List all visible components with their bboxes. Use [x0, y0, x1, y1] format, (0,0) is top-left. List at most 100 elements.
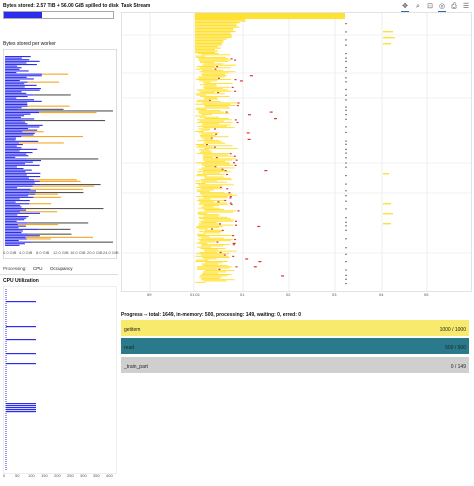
task-dot [345, 57, 347, 59]
worker-bar [5, 211, 20, 213]
task-bar [200, 163, 231, 165]
task-stream-chart[interactable] [121, 12, 472, 292]
task-dot [345, 31, 347, 33]
task-dot [345, 99, 347, 101]
worker-axis-tick: 20.0 GiB [87, 250, 103, 255]
worker-bar [5, 192, 30, 194]
worker-axis-tick: 8.0 GiB [36, 250, 50, 255]
transfer-mark [219, 186, 222, 189]
task-bar [200, 279, 235, 281]
worker-bar [5, 110, 40, 112]
worker-bar-extra [17, 224, 59, 226]
task-bar [203, 280, 227, 282]
task-bar [203, 142, 226, 144]
transfer-mark [210, 228, 213, 230]
tab-occupancy[interactable]: Occupancy [50, 266, 73, 271]
transfer-mark [216, 241, 219, 243]
task-bar [196, 66, 215, 67]
worker-bar [5, 164, 40, 166]
task-stream-axis: 59 01:01 01 02 03 04 05 [121, 292, 470, 300]
task-bar [195, 25, 237, 27]
task-bar [196, 175, 207, 177]
task-bar [200, 188, 223, 190]
worker-bar [5, 112, 40, 114]
task-bar [195, 52, 215, 54]
worker-bar [5, 139, 16, 141]
transfer-mark [231, 86, 234, 88]
task-bar [195, 144, 205, 145]
worker-bar [5, 140, 39, 142]
task-dot [345, 106, 347, 108]
transfer-mark [249, 75, 253, 77]
task-bar [201, 69, 224, 71]
cpu-utilization-chart[interactable] [3, 286, 117, 474]
task-bar [204, 258, 217, 260]
task-bar [195, 35, 232, 37]
task-bar [203, 154, 229, 156]
progress-row-getitem[interactable]: getitem 1000 / 1000 [121, 320, 469, 336]
worker-axis-tick: 4.0 GiB [19, 250, 33, 255]
task-bar [204, 176, 224, 178]
task-bar [196, 225, 223, 227]
worker-bar [5, 83, 25, 85]
task-bar [195, 115, 206, 117]
task-bar [195, 22, 240, 24]
bytes-per-worker-chart[interactable] [3, 49, 117, 259]
task-bar [198, 203, 229, 205]
worker-bar [5, 123, 28, 125]
transfer-mark [216, 66, 219, 68]
worker-bar [5, 222, 28, 224]
transfer-mark [229, 153, 232, 155]
zoom-icon[interactable]: ⌕ [416, 3, 420, 10]
transfer-mark [215, 157, 218, 159]
task-bar [203, 209, 224, 210]
pan-icon[interactable]: ✥ [401, 3, 409, 12]
worker-bar [5, 124, 43, 126]
task-bar [202, 164, 234, 166]
task-bar [195, 43, 222, 45]
task-bar [198, 53, 219, 54]
transfer-mark [258, 261, 262, 263]
task-dot [345, 190, 347, 192]
worker-bar [5, 84, 37, 86]
task-bar [197, 140, 220, 142]
reset-icon[interactable]: ⊡ [427, 3, 433, 10]
task-bar [195, 28, 234, 30]
task-bar [202, 170, 224, 171]
worker-bar-extra [33, 94, 71, 96]
worker-bar [5, 70, 29, 72]
transfer-mark [239, 80, 243, 82]
wheel-zoom-icon[interactable]: ◎ [438, 3, 446, 12]
transfer-mark [219, 251, 222, 254]
task-bar [197, 119, 232, 121]
transfer-mark [230, 203, 233, 205]
task-bar [196, 242, 208, 244]
task-bar [202, 72, 229, 74]
tab-cpu[interactable]: CPU [33, 266, 43, 271]
task-bar [203, 197, 228, 199]
cpu-bars-svg [5, 289, 36, 471]
progress-row-train-part[interactable]: _train_part 0 / 149 [121, 357, 469, 373]
worker-bar [5, 102, 28, 104]
hover-icon[interactable]: ☰ [462, 3, 470, 10]
task-dot [345, 39, 347, 41]
worker-bar [5, 148, 38, 150]
task-bar [198, 236, 210, 238]
worker-bar [5, 134, 34, 136]
task-bar [383, 213, 393, 215]
task-bar [198, 59, 231, 61]
worker-bar-extra [39, 180, 81, 182]
task-bar [204, 250, 237, 252]
worker-bar [5, 56, 31, 58]
worker-bar [5, 94, 34, 96]
task-bar [199, 60, 229, 62]
save-icon[interactable]: ⎙ [451, 3, 457, 10]
task-bar [195, 49, 215, 51]
worker-bar [5, 232, 22, 234]
progress-row-name: read [124, 345, 135, 351]
progress-row-read[interactable]: read 500 / 500 [121, 338, 469, 354]
task-bar [200, 179, 233, 181]
task-dot [345, 278, 347, 280]
task-bar [202, 155, 234, 157]
transfer-mark [274, 118, 278, 120]
